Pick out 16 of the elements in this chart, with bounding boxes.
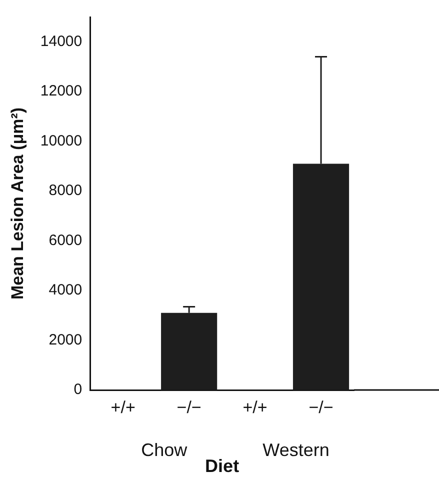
x-tick-label: +/+ xyxy=(110,398,136,417)
y-tick-label: 12000 xyxy=(40,82,82,100)
x-axis-title: Diet xyxy=(205,456,240,476)
y-tick-label: 6000 xyxy=(48,232,82,249)
y-tick-label: 2000 xyxy=(48,331,82,348)
y-tick-label: 14000 xyxy=(40,33,82,50)
x-tick-label: +/+ xyxy=(242,398,268,417)
y-axis-title: Mean Lesion Area (μm²) xyxy=(8,107,27,300)
y-tick-label: 8000 xyxy=(48,182,82,200)
y-tick-label: 0 xyxy=(74,381,82,398)
text: Chow xyxy=(141,440,188,460)
x-tick-label: −/− xyxy=(308,398,334,417)
y-tick-label: 4000 xyxy=(48,282,82,299)
text: Western xyxy=(262,440,330,460)
y-tick-label: 10000 xyxy=(40,132,82,150)
x-tick-label: −/− xyxy=(176,398,202,417)
